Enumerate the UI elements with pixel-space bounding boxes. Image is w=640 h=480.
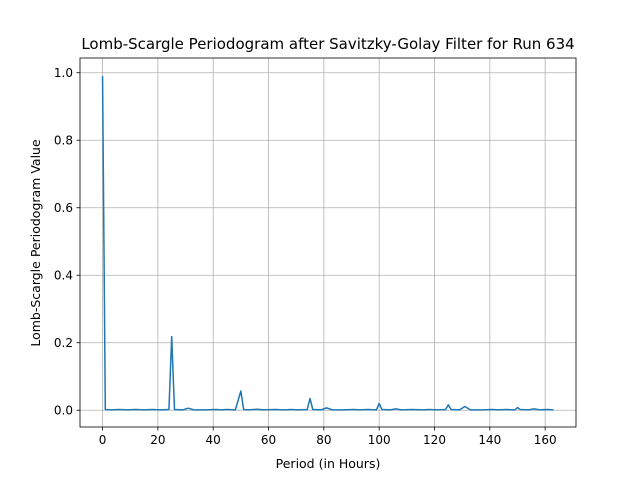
- x-tick-label: 160: [534, 433, 557, 447]
- y-tick-label: 0.6: [54, 201, 73, 215]
- plot-area: [101, 76, 554, 411]
- y-tick-label: 0.8: [54, 134, 73, 148]
- x-axis-label: Period (in Hours): [276, 456, 381, 471]
- x-tick-label: 40: [206, 433, 221, 447]
- y-axis-label: Lomb-Scargle Periodogram Value: [28, 139, 43, 347]
- y-tick-label: 0.4: [54, 269, 73, 283]
- y-tick-label: 0.2: [54, 336, 73, 350]
- x-tick-label: 80: [316, 433, 331, 447]
- y-tick-label: 1.0: [54, 66, 73, 80]
- x-tick-label: 0: [99, 433, 107, 447]
- plot-frame: [79, 57, 577, 428]
- axis-ticks: 0 20 40 60 80 100 120 140 160 0.0 0.2 0.4 0.6 0.8 1.0: [54, 66, 557, 447]
- chart-title: Lomb-Scargle Periodogram after Savitzky-…: [81, 35, 574, 53]
- x-tick-label: 140: [478, 433, 501, 447]
- x-tick-label: 100: [368, 433, 391, 447]
- x-tick-label: 120: [423, 433, 446, 447]
- x-tick-label: 20: [150, 433, 165, 447]
- y-tick-label: 0.0: [54, 404, 73, 418]
- grid: [80, 58, 576, 427]
- series-line: [101, 76, 554, 411]
- x-tick-label: 60: [261, 433, 276, 447]
